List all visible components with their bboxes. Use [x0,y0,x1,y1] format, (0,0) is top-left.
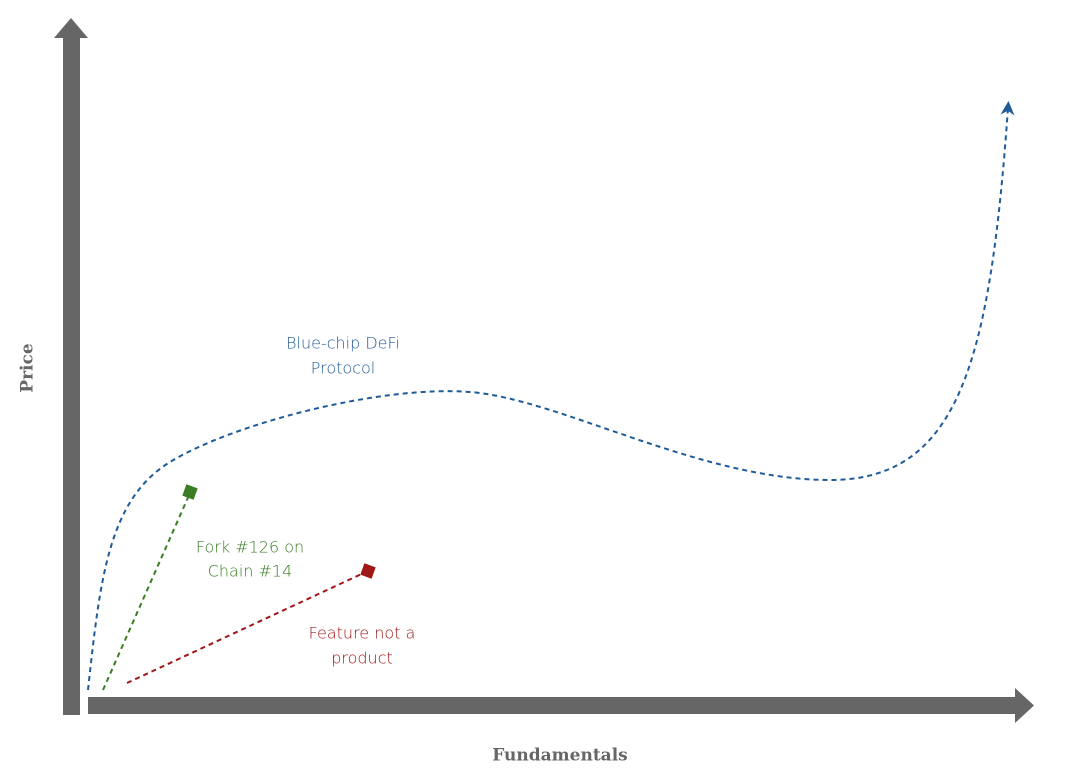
blue-chip-curve [87,101,1015,691]
y-axis-label: Price [18,343,38,393]
curve-label: Chain #14 [208,562,293,581]
fork-marker [182,484,198,500]
y-axis [63,35,80,715]
x-axis-arrow [1015,688,1034,723]
x-axis [88,697,1018,714]
curve-label: Fork #126 on [196,538,304,557]
curve-label: product [331,649,393,668]
x-axis-label: Fundamentals [492,746,627,766]
feature-marker [360,563,376,579]
curve-label: Feature not a [309,624,416,643]
curve-label: Blue-chip DeFi [286,334,400,353]
curve-label: Protocol [311,359,375,378]
y-axis-arrow [54,18,88,38]
